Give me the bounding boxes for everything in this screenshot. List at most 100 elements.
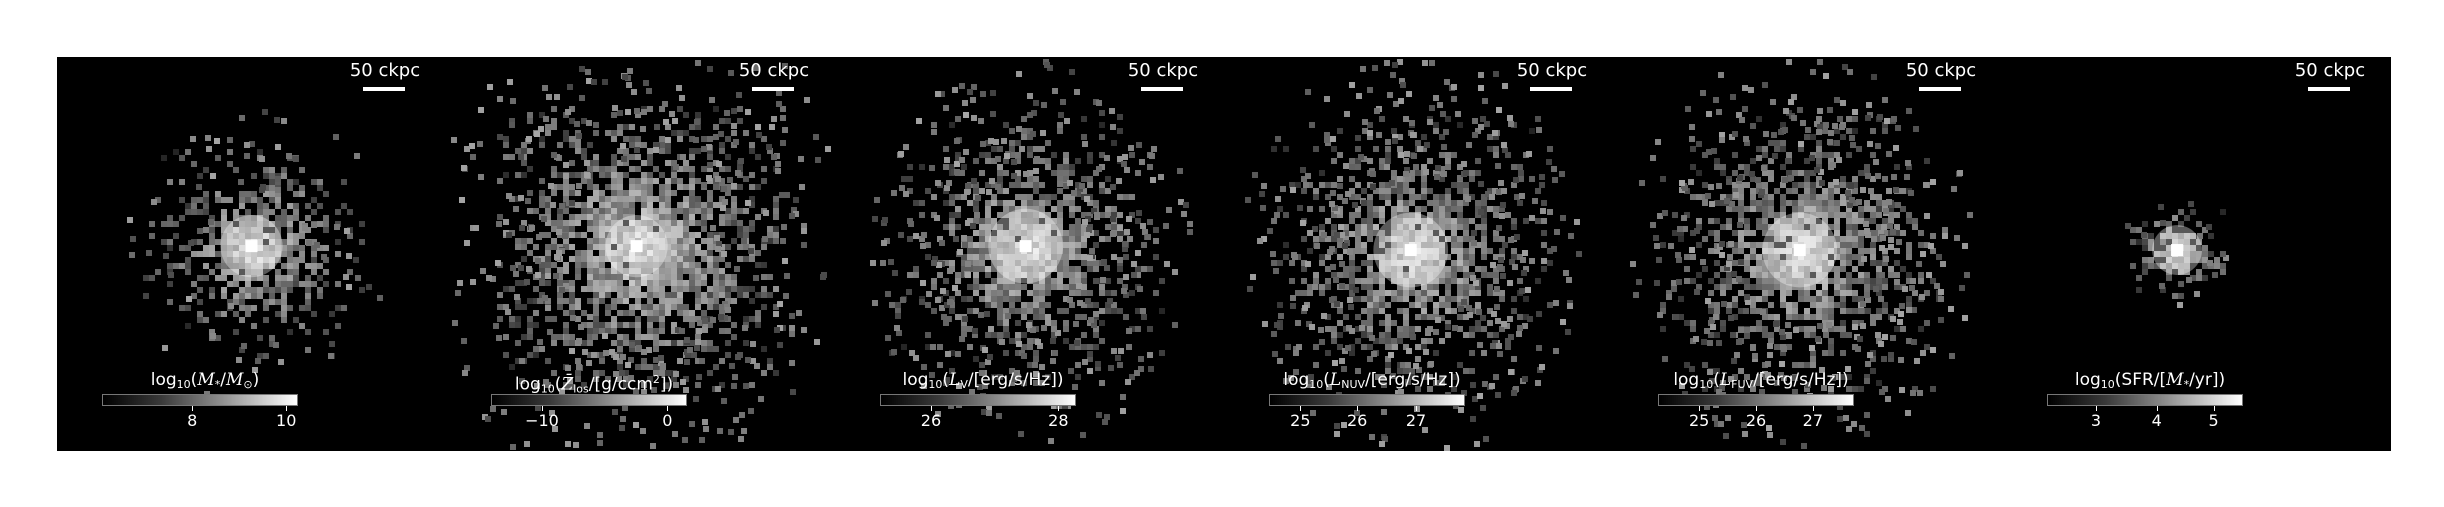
map-pixel [773, 311, 779, 317]
map-pixel [1840, 242, 1846, 248]
map-pixel [1881, 356, 1887, 362]
map-pixel [168, 272, 174, 278]
map-pixel [287, 203, 293, 209]
map-pixel [742, 325, 748, 331]
map-pixel [1702, 182, 1708, 188]
map-pixel [1547, 209, 1553, 215]
map-pixel [593, 196, 599, 202]
map-pixel [629, 196, 635, 202]
map-pixel [1033, 200, 1039, 206]
map-pixel [581, 148, 587, 154]
map-pixel [1756, 254, 1762, 260]
map-pixel [533, 310, 539, 316]
map-pixel [1785, 158, 1791, 164]
map-pixel [1063, 164, 1069, 170]
map-pixel [317, 179, 323, 185]
map-pixel [1309, 324, 1315, 330]
map-pixel [804, 97, 810, 103]
map-pixel [210, 173, 216, 179]
map-pixel [1027, 182, 1033, 188]
map-pixel [1481, 218, 1487, 224]
map-pixel [715, 386, 721, 392]
map-pixel [695, 112, 701, 118]
map-pixel [1384, 60, 1390, 66]
map-pixel [1852, 278, 1858, 284]
map-pixel [1349, 328, 1355, 334]
map-pixel [599, 208, 605, 214]
map-pixel [617, 298, 623, 304]
map-pixel [1245, 197, 1251, 203]
map-pixel [1457, 122, 1463, 128]
map-pixel [1433, 350, 1439, 356]
map-pixel [569, 292, 575, 298]
map-pixel [186, 296, 192, 302]
map-pixel [1379, 308, 1385, 314]
map-pixel [1015, 182, 1021, 188]
map-pixel [1427, 314, 1433, 320]
map-pixel [2130, 263, 2136, 269]
map-pixel [263, 203, 269, 209]
map-pixel [925, 188, 931, 194]
map-pixel [185, 149, 191, 155]
map-pixel [269, 167, 275, 173]
map-pixel [1433, 128, 1439, 134]
map-pixel [753, 275, 759, 281]
panel-metallicity: 50 ckpc log10(Z̄los/[g/ccm2]) −10 0 [446, 57, 835, 451]
map-pixel [1840, 320, 1846, 326]
map-pixel [1463, 272, 1469, 278]
map-pixel [1836, 157, 1842, 163]
map-pixel [179, 245, 185, 251]
map-pixel [515, 172, 521, 178]
map-pixel [1319, 290, 1325, 296]
map-pixel [1707, 340, 1713, 346]
map-pixel [605, 220, 611, 226]
map-pixel [1021, 353, 1027, 359]
map-pixel [707, 346, 713, 352]
map-pixel [689, 172, 695, 178]
map-pixel [1016, 341, 1022, 347]
map-pixel [1840, 176, 1846, 182]
map-pixel [1469, 254, 1475, 260]
map-pixel [617, 208, 623, 214]
map-pixel [599, 268, 605, 274]
map-pixel [1445, 290, 1451, 296]
map-pixel [1900, 326, 1906, 332]
map-pixel [1274, 212, 1280, 218]
map-pixel [1726, 218, 1732, 224]
map-pixel [1762, 212, 1768, 218]
map-pixel [563, 220, 569, 226]
map-pixel [1469, 218, 1475, 224]
map-pixel [1660, 326, 1666, 332]
map-pixel [1373, 272, 1379, 278]
map-pixel [1546, 159, 1552, 165]
map-pixel [1650, 222, 1656, 228]
map-pixel [1840, 326, 1846, 332]
map-pixel [311, 263, 317, 269]
map-pixel [728, 429, 734, 435]
map-pixel [1349, 272, 1355, 278]
map-pixel [990, 111, 996, 117]
map-pixel [1762, 278, 1768, 284]
map-pixel [734, 266, 740, 272]
map-pixel [259, 156, 265, 162]
map-pixel [1117, 128, 1123, 134]
map-pixel [1379, 284, 1385, 290]
map-pixel [985, 206, 991, 212]
map-pixel [1367, 218, 1373, 224]
map-pixel [991, 332, 997, 338]
map-pixel [1005, 313, 1011, 319]
map-pixel [1057, 266, 1063, 272]
map-pixel [1361, 188, 1367, 194]
map-pixel [1487, 272, 1493, 278]
map-pixel [979, 254, 985, 260]
map-pixel [736, 92, 742, 98]
map-pixel [1277, 302, 1283, 308]
map-pixel [1409, 188, 1415, 194]
map-pixel [767, 226, 773, 232]
map-pixel [1539, 174, 1545, 180]
map-pixel [197, 173, 203, 179]
map-pixel [1536, 345, 1542, 351]
map-pixel [683, 244, 689, 250]
map-pixel [1427, 119, 1433, 125]
galaxy-core [1405, 244, 1417, 256]
